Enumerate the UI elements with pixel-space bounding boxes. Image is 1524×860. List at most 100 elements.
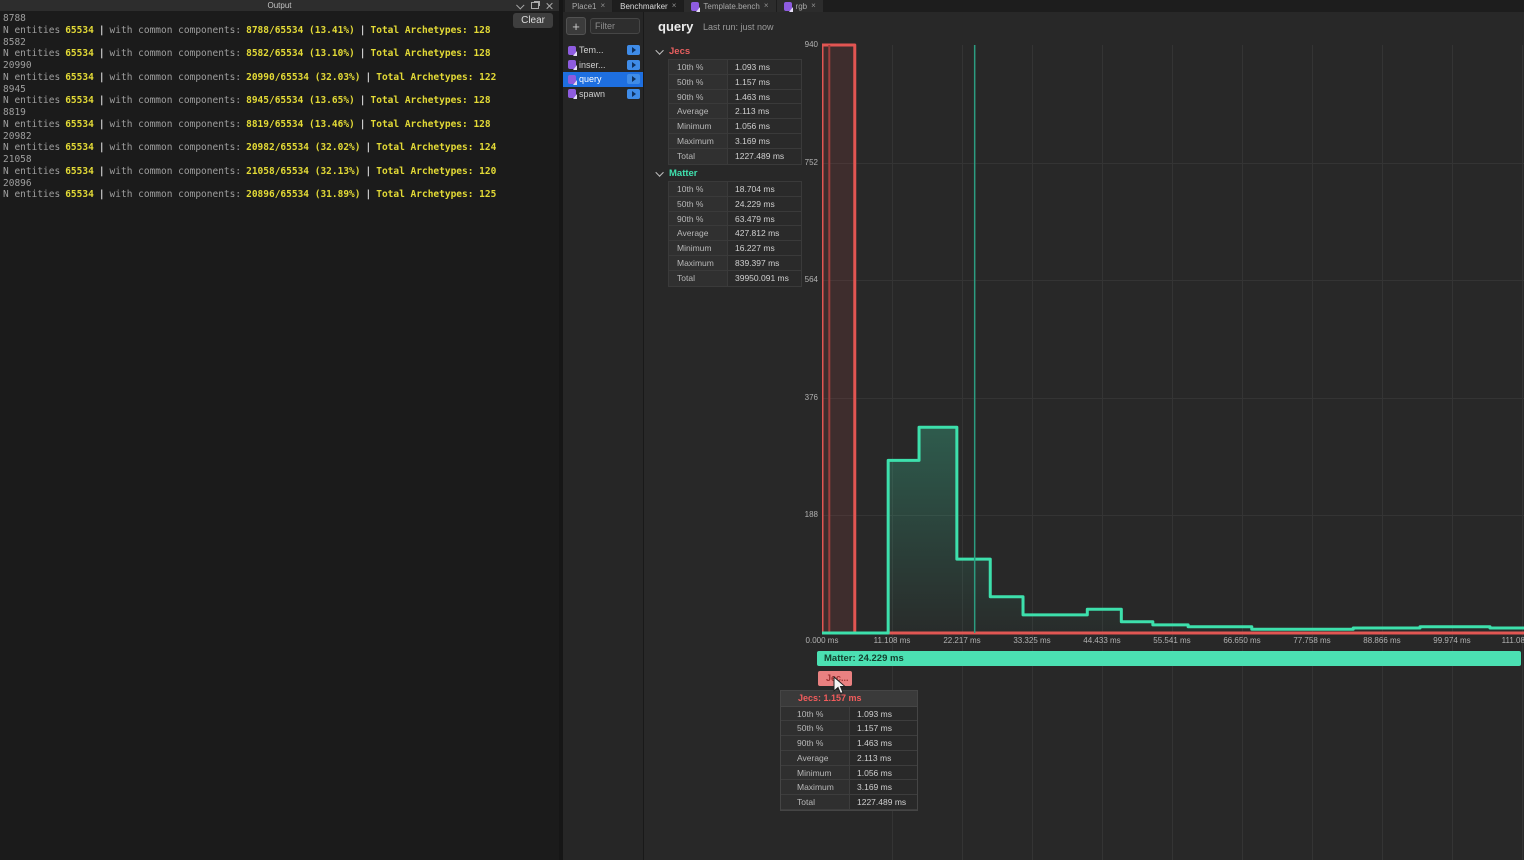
matter-hover-bar[interactable]: Matter: 24.229 ms (817, 651, 1521, 666)
bench-list-item[interactable]: inser... (563, 58, 643, 73)
play-icon (631, 61, 636, 68)
run-benchmark-button[interactable] (627, 88, 640, 99)
x-axis-label: 55.541 ms (1153, 636, 1191, 645)
stats-row: 50th % 1.157 ms (669, 74, 801, 90)
separator: | (98, 24, 105, 36)
popout-icon[interactable] (531, 1, 540, 9)
stat-value: 1.093 ms (850, 706, 917, 721)
stat-label: Minimum (781, 765, 850, 780)
entities-label: N entities (3, 189, 61, 201)
archetypes-count: Total Archetypes: 128 (370, 118, 491, 130)
stat-label: 10th % (781, 706, 850, 721)
bench-list-item[interactable]: Tem... (563, 43, 643, 58)
entities-label: N entities (3, 118, 61, 130)
output-line-raw: 20982 (3, 130, 32, 142)
components-label: with common components: (109, 71, 242, 83)
separator: | (359, 24, 366, 36)
chevron-down-icon[interactable] (516, 0, 525, 10)
separator: | (98, 48, 105, 60)
tooltip-row: Average 2.113 ms (781, 750, 917, 766)
stat-value: 1.157 ms (728, 74, 801, 89)
bench-list-item[interactable]: spawn (563, 87, 643, 102)
stat-value: 63.479 ms (728, 211, 801, 226)
stat-value: 1.463 ms (850, 736, 917, 750)
stat-value: 1.056 ms (850, 765, 917, 780)
section-header[interactable]: Jecs (655, 44, 802, 59)
x-axis-label: 22.217 ms (943, 636, 981, 645)
close-icon[interactable] (546, 2, 553, 9)
separator: | (365, 189, 372, 201)
output-panel-title: Output (267, 1, 292, 10)
components-label: with common components: (109, 48, 242, 60)
gridline-vertical (1171, 45, 1173, 860)
stat-value: 18.704 ms (728, 182, 801, 196)
separator: | (98, 165, 105, 177)
gridline-vertical (1312, 45, 1313, 860)
stat-value: 427.812 ms (728, 226, 801, 241)
histogram-plot[interactable] (822, 41, 1524, 637)
output-line-stats: N entities 65534 | with common components: 2… (3, 142, 496, 154)
chevron-down-icon (655, 45, 664, 55)
bench-list-item[interactable]: query (563, 72, 643, 87)
tab-close-icon[interactable]: × (811, 1, 816, 10)
x-axis-label: 33.325 ms (1013, 636, 1051, 645)
gridline-horizontal (822, 515, 1524, 517)
filter-input[interactable] (590, 18, 640, 34)
tooltip-row: 50th % 1.157 ms (781, 721, 917, 737)
gridline-vertical (1032, 45, 1033, 860)
stats-row: Average 427.812 ms (669, 226, 801, 242)
output-line-raw: 8819 (3, 107, 26, 118)
gridline-vertical (1242, 45, 1243, 860)
tab-place1[interactable]: Place1 × (565, 0, 613, 12)
separator: | (359, 95, 366, 107)
stat-label: Average (781, 750, 850, 765)
output-titlebar[interactable]: Output (0, 0, 559, 11)
run-benchmark-button[interactable] (627, 74, 640, 85)
chevron-down-icon (655, 167, 664, 177)
archetypes-count: Total Archetypes: 128 (370, 95, 491, 107)
tooltip-row: Maximum 3.169 ms (781, 780, 917, 796)
x-axis-label: 77.758 ms (1293, 636, 1331, 645)
tab-close-icon[interactable]: × (600, 1, 606, 10)
tab-close-icon[interactable]: × (763, 1, 769, 10)
play-icon (631, 76, 636, 83)
x-axis-label: 0.000 ms (805, 636, 839, 645)
tooltip-row: 90th % 1.463 ms (781, 736, 917, 751)
stat-value: 1.093 ms (728, 60, 801, 74)
stats-section-jecs: Jecs 10th % 1.093 ms 50th % 1.157 ms 90th % 1.… (655, 44, 802, 165)
output-line-stats: N entities 65534 | with common components: 8… (3, 95, 496, 107)
components-ratio: 20896/65534 (31.89%) (246, 189, 361, 201)
run-benchmark-button[interactable] (627, 59, 640, 70)
output-line-raw: 8582 (3, 36, 26, 48)
tab-rgb[interactable]: rgb × (776, 0, 823, 12)
stats-row: Minimum 16.227 ms (669, 241, 801, 256)
output-line-stats: N entities 65534 | with common components: 2… (3, 72, 496, 84)
tab-label: Place1 (572, 1, 597, 11)
tab-close-icon[interactable]: × (671, 1, 677, 10)
clear-output-button[interactable]: Clear (513, 13, 553, 28)
y-axis-label: 752 (804, 157, 818, 167)
entities-label: N entities (3, 48, 61, 60)
components-label: with common components: (109, 142, 242, 154)
bench-file-icon (691, 1, 701, 12)
section-header[interactable]: Matter (655, 166, 802, 181)
output-line-raw: 20896 (3, 177, 32, 189)
tab-benchmarker[interactable]: Benchmarker × (613, 0, 684, 12)
entities-count: 65534 (65, 165, 94, 177)
stats-row: Maximum 3.169 ms (669, 133, 801, 149)
add-benchmark-button[interactable]: + (566, 17, 586, 35)
section-name: Jecs (669, 46, 691, 57)
panel-splitter[interactable] (559, 0, 563, 860)
gridline-vertical (891, 45, 893, 860)
stats-row: Average 2.113 ms (669, 104, 801, 120)
components-ratio: 8945/65534 (13.65%) (246, 95, 355, 107)
stats-row: 10th % 1.093 ms (669, 60, 801, 75)
stats-row: Minimum 1.056 ms (669, 119, 801, 134)
stat-value: 2.113 ms (728, 104, 801, 119)
entities-label: N entities (3, 24, 61, 36)
stat-value: 39950.091 ms (728, 270, 801, 286)
stat-label: Total (669, 148, 728, 164)
entities-label: N entities (3, 165, 61, 177)
tab-template-bench[interactable]: Template.bench × (684, 0, 776, 12)
run-benchmark-button[interactable] (627, 45, 640, 56)
